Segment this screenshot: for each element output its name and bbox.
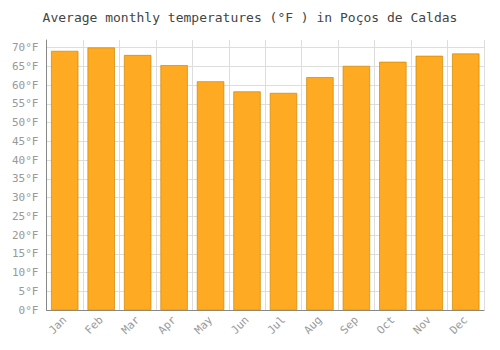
svg-text:Nov: Nov [411, 313, 434, 336]
svg-text:Dec: Dec [447, 314, 470, 337]
svg-text:45°F: 45°F [12, 135, 39, 148]
svg-text:Feb: Feb [83, 314, 106, 337]
svg-text:35°F: 35°F [12, 172, 39, 185]
svg-text:Jan: Jan [46, 314, 69, 337]
svg-text:0°F: 0°F [19, 304, 39, 317]
svg-text:50°F: 50°F [12, 116, 39, 129]
svg-text:Sep: Sep [338, 314, 361, 337]
svg-text:Apr: Apr [155, 313, 178, 336]
svg-text:60°F: 60°F [12, 79, 39, 92]
svg-text:5°F: 5°F [19, 285, 39, 298]
svg-text:40°F: 40°F [12, 154, 39, 167]
svg-text:Mar: Mar [119, 313, 142, 336]
svg-text:70°F: 70°F [12, 41, 39, 54]
svg-text:Jun: Jun [228, 314, 251, 337]
svg-text:55°F: 55°F [12, 97, 39, 110]
svg-text:25°F: 25°F [12, 210, 39, 223]
svg-text:Jul: Jul [265, 314, 288, 337]
svg-text:65°F: 65°F [12, 60, 39, 73]
svg-text:Aug: Aug [301, 314, 324, 337]
svg-text:20°F: 20°F [12, 229, 39, 242]
svg-text:Oct: Oct [374, 314, 397, 337]
svg-text:May: May [192, 313, 215, 336]
svg-text:30°F: 30°F [12, 191, 39, 204]
svg-text:Average monthly temperatures (: Average monthly temperatures (°F ) in Po… [43, 10, 458, 25]
svg-text:10°F: 10°F [12, 266, 39, 279]
svg-text:15°F: 15°F [12, 247, 39, 260]
